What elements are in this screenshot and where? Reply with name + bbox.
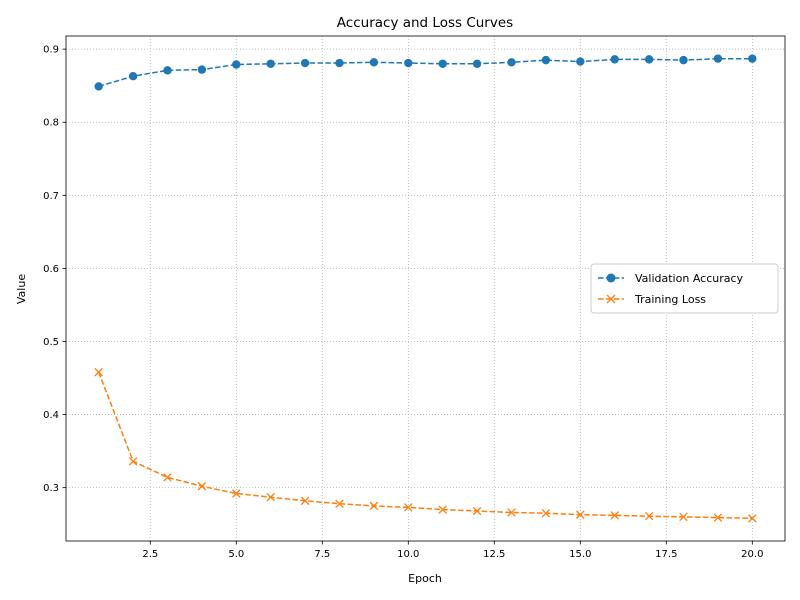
x-axis-label: Epoch: [408, 572, 442, 585]
x-tick-label: 15.0: [569, 549, 591, 560]
data-point: [748, 54, 757, 63]
x-tick-label: 20.0: [741, 549, 763, 560]
data-point: [507, 508, 516, 517]
plot-frame: [65, 35, 786, 542]
y-tick-label: 0.6: [43, 264, 59, 275]
data-point: [232, 60, 241, 69]
data-point: [472, 59, 482, 68]
data-point: [644, 55, 654, 64]
data-point: [541, 508, 551, 518]
axes: 2.5 5.0 7.5 10.0 12.5 15.0 17.5 20.0 0.3 0.4 0.5 0.…: [43, 45, 763, 560]
series-layer: [94, 54, 757, 523]
y-axis-label: Value: [15, 274, 28, 304]
series-line-0: [98, 57, 753, 88]
data-point: [128, 71, 138, 81]
data-point: [610, 55, 619, 64]
data-point: [197, 65, 207, 74]
data-point: [713, 54, 723, 63]
grid: [66, 36, 785, 541]
data-point: [404, 58, 413, 68]
data-point: [404, 503, 413, 512]
y-tick-label: 0.7: [43, 191, 59, 202]
x-tick-label: 7.5: [314, 549, 330, 560]
data-point: [713, 513, 723, 522]
legend-marker-validation-accuracy: [606, 273, 616, 283]
data-point: [266, 59, 275, 68]
data-point: [644, 511, 654, 521]
x-tick-label: 17.5: [655, 549, 677, 560]
x-tick-label: 2.5: [142, 549, 158, 560]
data-point: [163, 66, 172, 75]
legend-box: [590, 263, 779, 314]
data-point: [232, 489, 241, 498]
data-point: [679, 512, 688, 522]
data-point: [576, 510, 585, 519]
x-tick-label: 12.5: [483, 549, 505, 560]
data-point: [300, 58, 310, 68]
data-point: [438, 505, 447, 514]
data-point: [576, 57, 585, 66]
data-point: [128, 457, 138, 466]
data-point: [507, 58, 516, 67]
x-tick-label: 5.0: [228, 549, 244, 560]
data-point: [266, 492, 275, 502]
data-point: [438, 59, 447, 68]
data-point: [335, 58, 344, 68]
y-tick-label: 0.4: [43, 410, 59, 421]
legend-marker-training-loss: [606, 294, 616, 304]
legend-label-validation-accuracy: Validation Accuracy: [635, 272, 744, 285]
data-point: [541, 55, 551, 65]
y-tick-label: 0.3: [43, 483, 59, 494]
chart-title: Accuracy and Loss Curves: [337, 15, 513, 31]
data-point: [163, 473, 172, 482]
data-point: [197, 481, 207, 491]
data-point: [94, 367, 103, 377]
y-tick-label: 0.8: [43, 118, 59, 129]
y-tick-label: 0.5: [43, 337, 59, 348]
data-point: [369, 501, 379, 511]
series-line-1: [98, 371, 753, 520]
legend: Validation Accuracy Training Loss: [590, 263, 779, 314]
data-point: [472, 506, 482, 516]
legend-label-training-loss: Training Loss: [634, 293, 706, 306]
x-tick-label: 10.0: [397, 549, 419, 560]
data-point: [369, 58, 379, 67]
data-point: [679, 55, 688, 65]
data-point: [748, 514, 757, 523]
data-point: [610, 511, 619, 520]
data-point: [94, 82, 103, 91]
data-point: [300, 496, 310, 506]
data-point: [335, 499, 344, 508]
y-tick-label: 0.9: [43, 45, 59, 56]
